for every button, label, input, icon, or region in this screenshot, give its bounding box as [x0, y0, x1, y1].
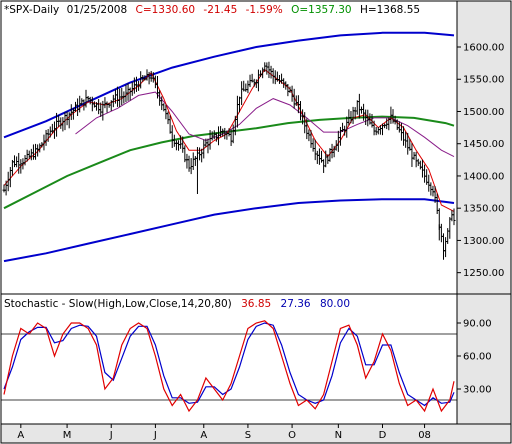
date-tick-label: A	[200, 430, 207, 441]
date-tick-label: D	[379, 430, 387, 441]
stoch-d-line	[3, 322, 455, 407]
ma-long-line	[3, 115, 455, 210]
price-tick-label: 1250.00	[463, 268, 504, 279]
price-axis-ticks: 1250.00 1300.00 1350.00 1400.00 1450.00 1500.…	[457, 43, 504, 279]
header-change-pct: -1.59%	[246, 4, 283, 16]
date-axis-panel	[0, 423, 512, 444]
price-tick-label: 1600.00	[463, 43, 504, 54]
ma-mid-line	[75, 91, 455, 158]
stoch-axis-ticks: 30.00 60.00 90.00	[457, 319, 492, 396]
band-lower-line	[3, 198, 455, 263]
price-tick-label: 1300.00	[463, 236, 504, 247]
stoch-k-value: 36.85	[241, 298, 271, 310]
stoch-lines	[3, 320, 455, 413]
date-axis-ticks: A M J J A S O N D 08	[17, 424, 431, 441]
header-change: -21.45	[203, 4, 237, 16]
stoch-reference-lines	[1, 333, 457, 401]
price-tick-label: 1450.00	[463, 139, 504, 150]
header-date: 01/25/2008	[67, 4, 128, 16]
date-tick-label: S	[245, 430, 251, 441]
price-header: *SPX-Daily 01/25/2008 C=1330.60 -21.45 -…	[4, 4, 420, 16]
stoch-tick-label: 30.00	[463, 385, 492, 396]
price-tick-label: 1350.00	[463, 204, 504, 215]
stoch-tick-label: 90.00	[463, 319, 492, 330]
price-bar	[452, 208, 456, 226]
stoch-k-line	[3, 320, 455, 413]
header-open: O=1357.30	[291, 4, 351, 16]
date-tick-label: M	[63, 430, 72, 441]
date-tick-label: A	[17, 430, 24, 441]
date-tick-label: 08	[418, 430, 431, 441]
price-tick-label: 1550.00	[463, 75, 504, 86]
price-tick-label: 1400.00	[463, 171, 504, 182]
header-close: C=1330.60	[136, 4, 196, 16]
price-bars	[2, 61, 456, 260]
stoch-level-value: 80.00	[320, 298, 350, 310]
stoch-title: Stochastic - Slow(High,Low,Close,14,20,8…	[4, 298, 232, 310]
price-axis-panel	[456, 0, 512, 295]
price-tick-label: 1500.00	[463, 107, 504, 118]
header-symbol: *SPX-Daily	[4, 4, 59, 16]
header-high: H=1368.55	[360, 4, 420, 16]
stoch-axis-panel	[456, 293, 512, 425]
date-tick-label: N	[335, 430, 342, 441]
stoch-tick-label: 60.00	[463, 352, 492, 363]
date-tick-label: J	[153, 430, 157, 441]
date-tick-label: O	[288, 430, 296, 441]
band-upper-line	[3, 31, 455, 139]
band-lines	[3, 31, 455, 263]
price-panel-frame	[0, 0, 458, 295]
stoch-panel-frame	[0, 293, 458, 425]
date-tick-label: J	[109, 430, 113, 441]
stoch-d-value: 27.36	[281, 298, 311, 310]
stoch-header: Stochastic - Slow(High,Low,Close,14,20,8…	[4, 298, 350, 310]
